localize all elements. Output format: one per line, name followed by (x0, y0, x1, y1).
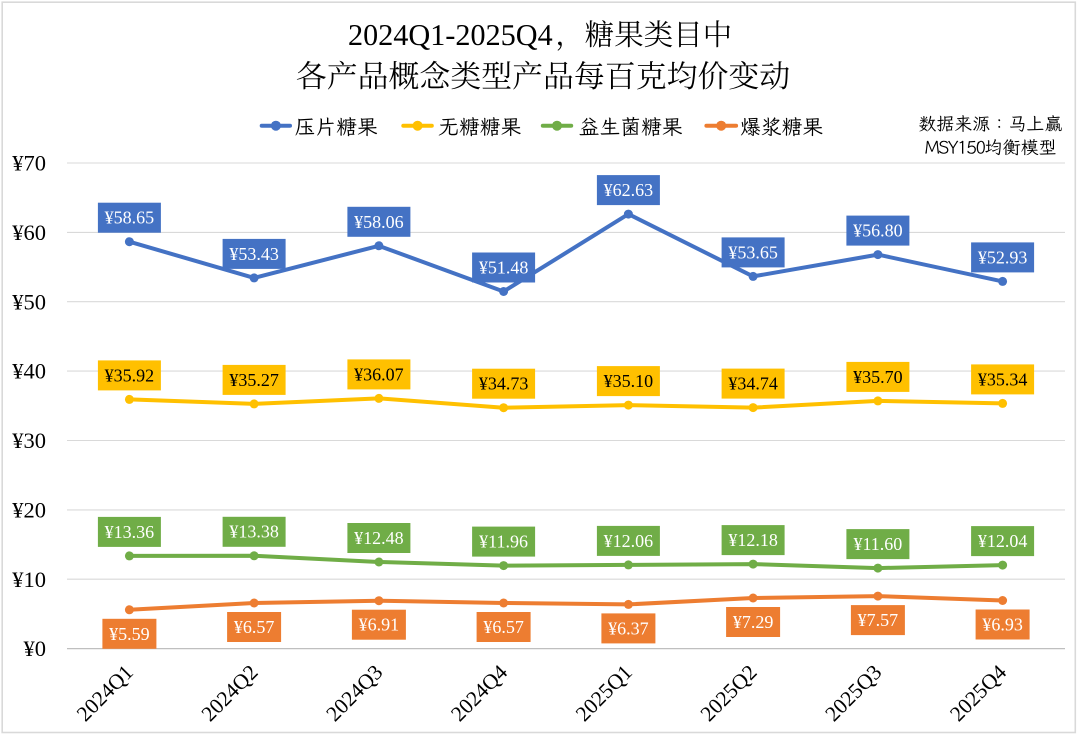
svg-text:¥58.65: ¥58.65 (105, 208, 155, 228)
svg-text:¥12.06: ¥12.06 (604, 531, 654, 551)
svg-text:¥56.80: ¥56.80 (853, 221, 903, 241)
svg-text:¥35.10: ¥35.10 (604, 371, 654, 391)
svg-text:¥12.48: ¥12.48 (354, 528, 404, 548)
svg-text:¥62.63: ¥62.63 (604, 180, 654, 200)
svg-text:¥34.74: ¥34.74 (728, 374, 778, 394)
svg-text:¥40: ¥40 (12, 359, 46, 384)
svg-text:¥5.59: ¥5.59 (109, 624, 150, 644)
svg-text:¥52.93: ¥52.93 (978, 247, 1028, 267)
svg-text:¥6.57: ¥6.57 (234, 617, 275, 637)
svg-text:¥60: ¥60 (12, 220, 46, 245)
svg-text:¥6.57: ¥6.57 (483, 617, 524, 637)
svg-text:¥10: ¥10 (12, 567, 46, 592)
svg-text:¥30: ¥30 (12, 428, 46, 453)
svg-text:¥53.43: ¥53.43 (229, 244, 279, 264)
svg-text:¥20: ¥20 (12, 498, 46, 523)
svg-text:¥11.60: ¥11.60 (853, 534, 902, 554)
svg-text:¥12.18: ¥12.18 (728, 530, 778, 550)
svg-text:¥36.07: ¥36.07 (354, 364, 404, 384)
svg-text:¥6.37: ¥6.37 (608, 618, 649, 638)
svg-text:¥12.04: ¥12.04 (978, 531, 1028, 551)
svg-text:¥58.06: ¥58.06 (354, 212, 404, 232)
svg-text:¥53.65: ¥53.65 (728, 242, 778, 262)
svg-text:¥6.93: ¥6.93 (982, 615, 1023, 635)
svg-text:¥35.34: ¥35.34 (978, 369, 1028, 389)
svg-text:¥13.36: ¥13.36 (105, 522, 155, 542)
svg-text:¥70: ¥70 (12, 151, 46, 176)
svg-text:¥51.48: ¥51.48 (479, 257, 529, 277)
svg-text:¥11.96: ¥11.96 (479, 532, 528, 552)
svg-text:¥50: ¥50 (12, 289, 46, 314)
svg-text:¥6.91: ¥6.91 (359, 615, 400, 635)
svg-text:¥7.29: ¥7.29 (733, 612, 774, 632)
svg-text:¥35.27: ¥35.27 (229, 370, 279, 390)
svg-text:¥0: ¥0 (24, 636, 47, 661)
svg-text:¥34.73: ¥34.73 (479, 374, 529, 394)
svg-text:¥35.70: ¥35.70 (853, 367, 903, 387)
svg-text:¥7.57: ¥7.57 (858, 610, 899, 630)
svg-text:¥13.38: ¥13.38 (229, 522, 279, 542)
svg-text:¥35.92: ¥35.92 (105, 365, 155, 385)
